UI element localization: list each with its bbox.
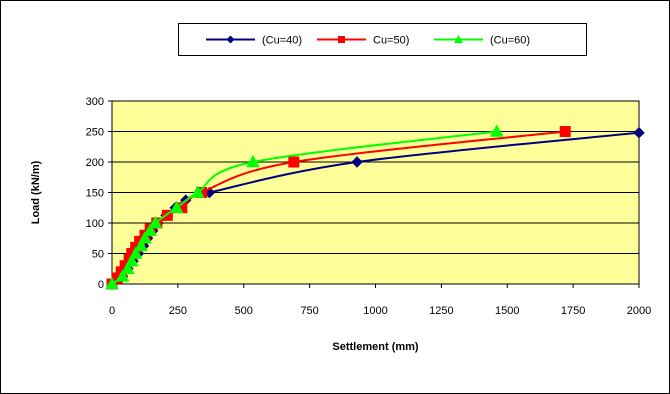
data-point — [633, 127, 645, 139]
data-point — [288, 156, 300, 168]
x-tick-label: 1750 — [561, 305, 585, 317]
series-layer — [105, 124, 645, 290]
legend: (Cu=40) Cu=50) (Cu=60) — [178, 23, 587, 56]
legend-item: Cu=50) — [317, 35, 409, 47]
y-tick-label: 150 — [86, 188, 104, 200]
data-point — [128, 246, 143, 259]
data-point — [351, 156, 363, 168]
data-point — [105, 276, 119, 290]
x-tick-label: 250 — [169, 305, 187, 317]
data-point — [559, 126, 571, 137]
data-point — [124, 254, 139, 267]
legend-item: (Cu=40) — [206, 35, 302, 47]
data-point — [169, 200, 184, 214]
legend-label: (Cu=40) — [262, 35, 302, 47]
x-tick-label: 2000 — [627, 305, 651, 317]
y-tick-label: 200 — [86, 157, 104, 169]
x-tick-label: 1000 — [363, 305, 387, 317]
legend-marker — [454, 35, 463, 43]
legend-item: (Cu=60) — [434, 35, 530, 47]
data-point — [115, 269, 130, 282]
x-tick-label: 1250 — [429, 305, 453, 317]
y-tick-label: 100 — [86, 218, 104, 230]
data-point — [148, 215, 163, 229]
data-point — [138, 231, 152, 244]
legend-marker — [338, 36, 345, 43]
x-tick-label: 750 — [300, 305, 318, 317]
data-point — [120, 261, 135, 275]
y-tick-label: 250 — [86, 127, 104, 139]
legend-marker — [226, 35, 235, 44]
y-tick-label: 0 — [98, 279, 104, 291]
y-axis-ticks: 0 50 100 150 200 250 300 — [86, 96, 112, 291]
series-3 — [105, 124, 504, 290]
data-point — [143, 223, 158, 236]
y-tick-label: 50 — [92, 249, 104, 261]
y-axis-title: Load (kN/m) — [30, 160, 42, 224]
x-axis-title: Settlement (mm) — [332, 341, 419, 353]
data-point — [134, 238, 148, 252]
data-point — [489, 124, 504, 137]
legend-label: (Cu=60) — [490, 35, 530, 47]
x-tick-label: 1500 — [495, 305, 519, 317]
x-tick-label: 500 — [235, 305, 253, 317]
legend-label: Cu=50) — [373, 35, 409, 47]
y-tick-label: 300 — [86, 96, 104, 108]
x-tick-label: 0 — [109, 305, 115, 317]
x-axis-ticks: 0 250 500 750 1000 1250 1500 1750 2000 — [109, 284, 651, 317]
data-point — [246, 154, 260, 168]
data-point — [190, 185, 205, 198]
